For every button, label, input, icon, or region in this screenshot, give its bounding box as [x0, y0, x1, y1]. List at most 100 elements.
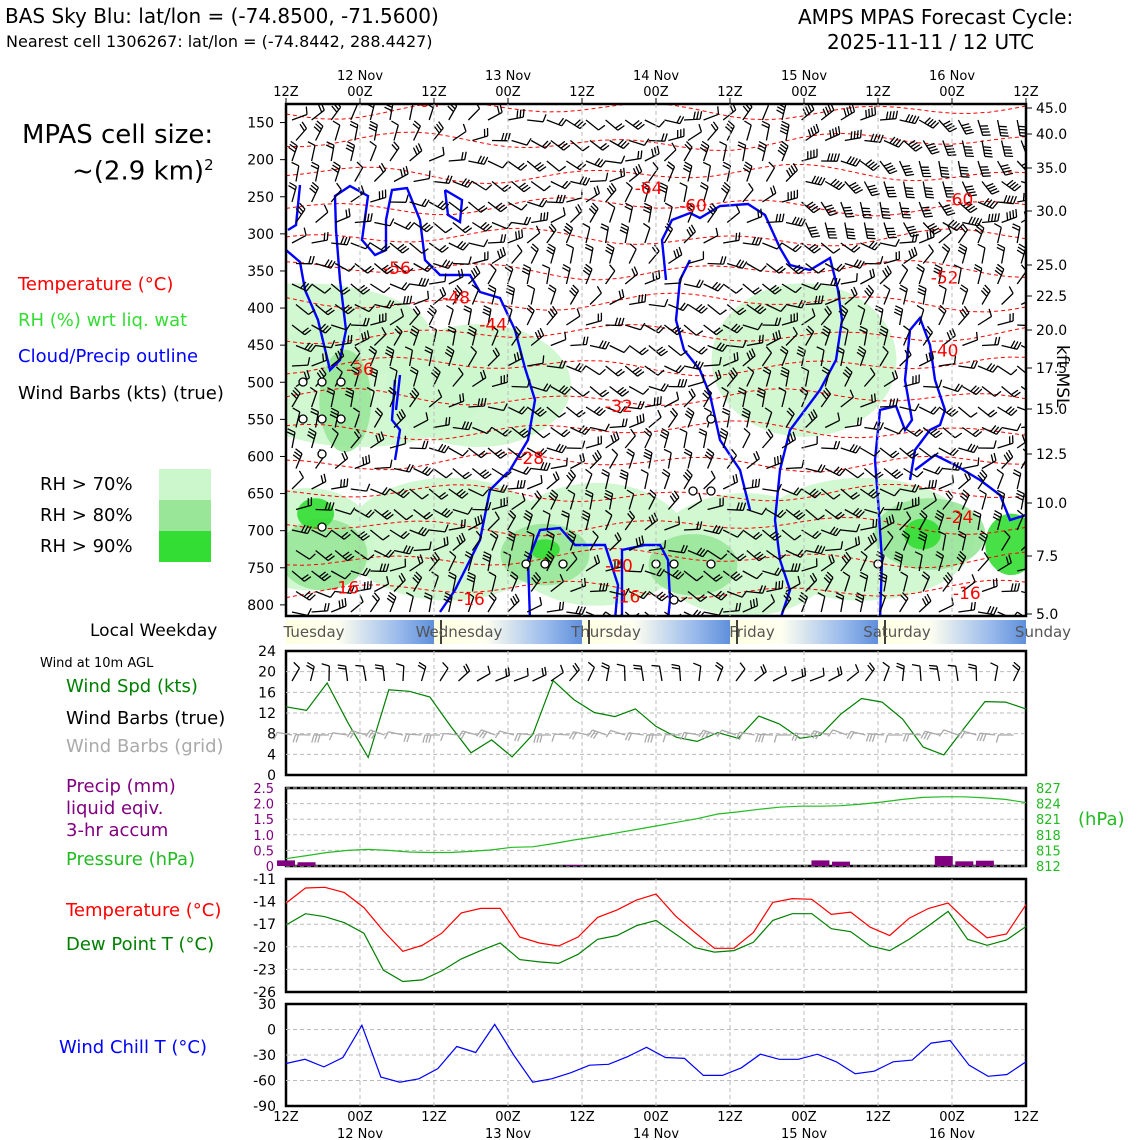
dew-panel-label: Dew Point T (°C)	[66, 934, 215, 955]
wind-barb-461	[384, 346, 395, 367]
grid-barb-8	[422, 734, 440, 743]
wind-barb-231	[350, 242, 371, 250]
wind-barb-52	[569, 140, 590, 152]
wind-barb-116	[331, 161, 341, 182]
wind-barb-295	[864, 256, 884, 265]
wind-barb-629	[698, 428, 708, 449]
wind-barb-869	[935, 550, 945, 572]
surface-barb-37	[968, 663, 978, 682]
wind-barb-776	[605, 509, 613, 531]
top-time-label-5: 00Z	[643, 85, 669, 100]
wind-barb-573	[352, 407, 361, 428]
wind-barb-802	[374, 549, 395, 558]
wind-barb-293	[824, 262, 846, 272]
wind-barb-153	[309, 181, 319, 203]
wind-barb-163	[507, 201, 528, 211]
cloud-outline-4	[660, 202, 844, 616]
wind-barb-185	[938, 201, 956, 217]
precip-ytick-2: 1.0	[253, 829, 274, 844]
dewpoint-line	[285, 910, 1027, 983]
wind-barb-826	[844, 536, 861, 552]
wind-barb-111	[977, 160, 991, 177]
wind-barb-365	[746, 303, 767, 315]
wind-barb-857	[703, 570, 723, 582]
wind-barb-767	[429, 524, 449, 533]
wind-barb-180	[840, 201, 855, 218]
wind-barb-246	[642, 222, 651, 244]
wind-barb-651	[393, 463, 414, 473]
rh-area-17	[903, 518, 941, 550]
wind-barb-385	[389, 308, 405, 326]
wind-barb-510	[609, 385, 630, 397]
wind-barb-256	[840, 242, 861, 253]
wind-barb-851	[585, 554, 601, 572]
wind-barb-447	[859, 325, 868, 346]
wind-barb-800	[334, 549, 355, 562]
wind-barb-780	[683, 521, 703, 531]
wind-barb-343	[315, 303, 335, 316]
wind-barb-344	[334, 303, 355, 315]
wind-barb-910	[1001, 583, 1021, 593]
calm-circle-5	[336, 414, 346, 424]
wind-barb-411	[893, 305, 904, 326]
wind-barb-249	[703, 227, 719, 244]
precip-bar-27	[832, 861, 850, 866]
wind-barb-746	[766, 508, 787, 519]
wind-barb-314	[487, 264, 497, 285]
surface-barb-24	[735, 662, 746, 682]
wind-barb-357	[589, 285, 602, 305]
surface-barb-39	[1012, 661, 1021, 682]
wind-barb-498	[368, 366, 379, 387]
wind-barb-140	[805, 175, 826, 186]
wind-barb-442	[766, 330, 782, 347]
wind-barb-457	[311, 352, 328, 367]
wind-barb-316	[521, 264, 532, 285]
wind-barb-165	[546, 194, 566, 204]
wind-barb-404	[762, 317, 782, 327]
wind-barb-731	[472, 502, 492, 511]
p-tick-label-4: 350	[247, 264, 274, 280]
top-time-label-7: 00Z	[791, 85, 817, 100]
wind-barb-880	[412, 571, 423, 592]
wind-barb-410	[874, 305, 884, 326]
calm-circle-13	[706, 559, 716, 569]
wind-panel-ytick-0: 0	[267, 768, 276, 784]
wind-barb-145	[902, 181, 915, 199]
wind-barb-172	[679, 182, 688, 203]
wind-barb-930	[644, 611, 651, 616]
wind-barb-98	[719, 141, 728, 162]
wind-barb-125	[511, 180, 531, 193]
wind-barb-711	[820, 488, 841, 500]
wind-barb-74	[1000, 140, 1014, 158]
wind-barb-240	[526, 225, 541, 244]
wind-barb-201	[511, 216, 532, 226]
wind-barb-123	[472, 180, 493, 191]
wind-barb-529	[981, 385, 1002, 397]
wind-barb-58	[687, 124, 703, 142]
wind-barb-512	[648, 383, 669, 392]
temp-contour-label-2: -60	[679, 197, 707, 217]
wind-barb-326	[722, 283, 743, 294]
wind-barb-656	[491, 467, 512, 478]
wind-barb-772	[523, 509, 533, 531]
wind-barbs-profile	[286, 104, 1026, 616]
wind-barb-211	[707, 202, 718, 223]
wind-barb-298	[922, 244, 934, 264]
temp-contour-label-17: -16	[953, 584, 981, 604]
p-tick-label-1: 200	[247, 153, 274, 169]
wind-barb-351	[471, 284, 480, 305]
grid-barb-18	[605, 729, 626, 738]
wind-barb-432	[570, 336, 589, 347]
wind-barb-517	[746, 366, 755, 387]
windchill-line	[285, 1023, 1027, 1083]
wind-barb-554	[721, 386, 729, 408]
wind-barb-403	[742, 322, 763, 331]
wind-barb-570	[292, 407, 301, 428]
wind-barb-598	[844, 417, 863, 429]
wind-barb-689	[389, 488, 410, 499]
wind-barb-354	[527, 284, 536, 305]
grid-barb-33	[884, 734, 903, 743]
wind-barb-714	[879, 488, 901, 497]
chill-panel-ytick-0: -90	[253, 1099, 276, 1115]
wind-barb-503	[472, 369, 487, 388]
